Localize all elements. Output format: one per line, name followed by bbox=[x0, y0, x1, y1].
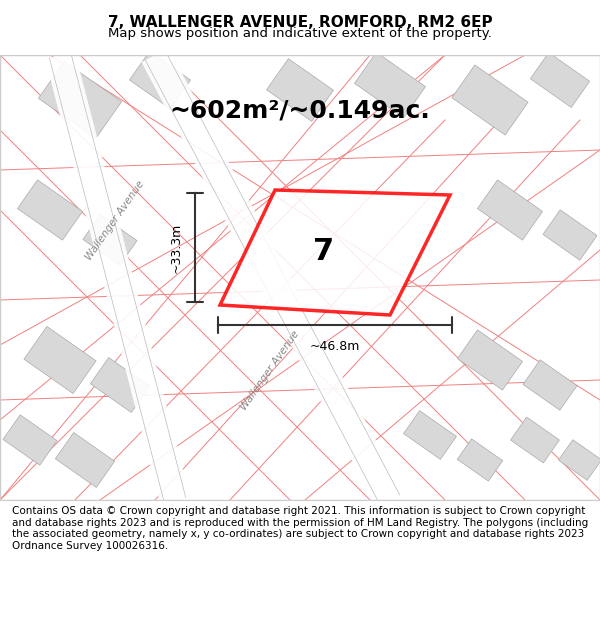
Polygon shape bbox=[511, 417, 559, 463]
Text: ~46.8m: ~46.8m bbox=[310, 340, 360, 353]
Text: 7: 7 bbox=[313, 237, 334, 266]
Polygon shape bbox=[543, 210, 597, 260]
Text: Contains OS data © Crown copyright and database right 2021. This information is : Contains OS data © Crown copyright and d… bbox=[12, 506, 588, 551]
Polygon shape bbox=[55, 432, 115, 488]
Polygon shape bbox=[404, 411, 457, 459]
Polygon shape bbox=[83, 215, 137, 265]
Polygon shape bbox=[530, 52, 590, 107]
Polygon shape bbox=[452, 65, 528, 135]
Polygon shape bbox=[478, 180, 542, 240]
Polygon shape bbox=[355, 52, 425, 118]
Polygon shape bbox=[130, 51, 191, 109]
Polygon shape bbox=[91, 357, 149, 412]
Polygon shape bbox=[457, 330, 523, 390]
Text: ~602m²/~0.149ac.: ~602m²/~0.149ac. bbox=[170, 98, 430, 122]
Text: Wallenger Avenue: Wallenger Avenue bbox=[239, 328, 301, 412]
Text: ~33.3m: ~33.3m bbox=[170, 222, 183, 272]
Polygon shape bbox=[220, 190, 450, 315]
Polygon shape bbox=[457, 439, 503, 481]
Text: Wallenger Avenue: Wallenger Avenue bbox=[84, 178, 146, 262]
Polygon shape bbox=[523, 360, 577, 410]
Text: Map shows position and indicative extent of the property.: Map shows position and indicative extent… bbox=[108, 27, 492, 39]
Polygon shape bbox=[38, 61, 122, 139]
Polygon shape bbox=[17, 180, 83, 240]
Polygon shape bbox=[559, 440, 600, 480]
Text: 7, WALLENGER AVENUE, ROMFORD, RM2 6EP: 7, WALLENGER AVENUE, ROMFORD, RM2 6EP bbox=[107, 16, 493, 31]
Polygon shape bbox=[3, 415, 57, 465]
Polygon shape bbox=[24, 326, 96, 394]
Polygon shape bbox=[266, 59, 334, 121]
